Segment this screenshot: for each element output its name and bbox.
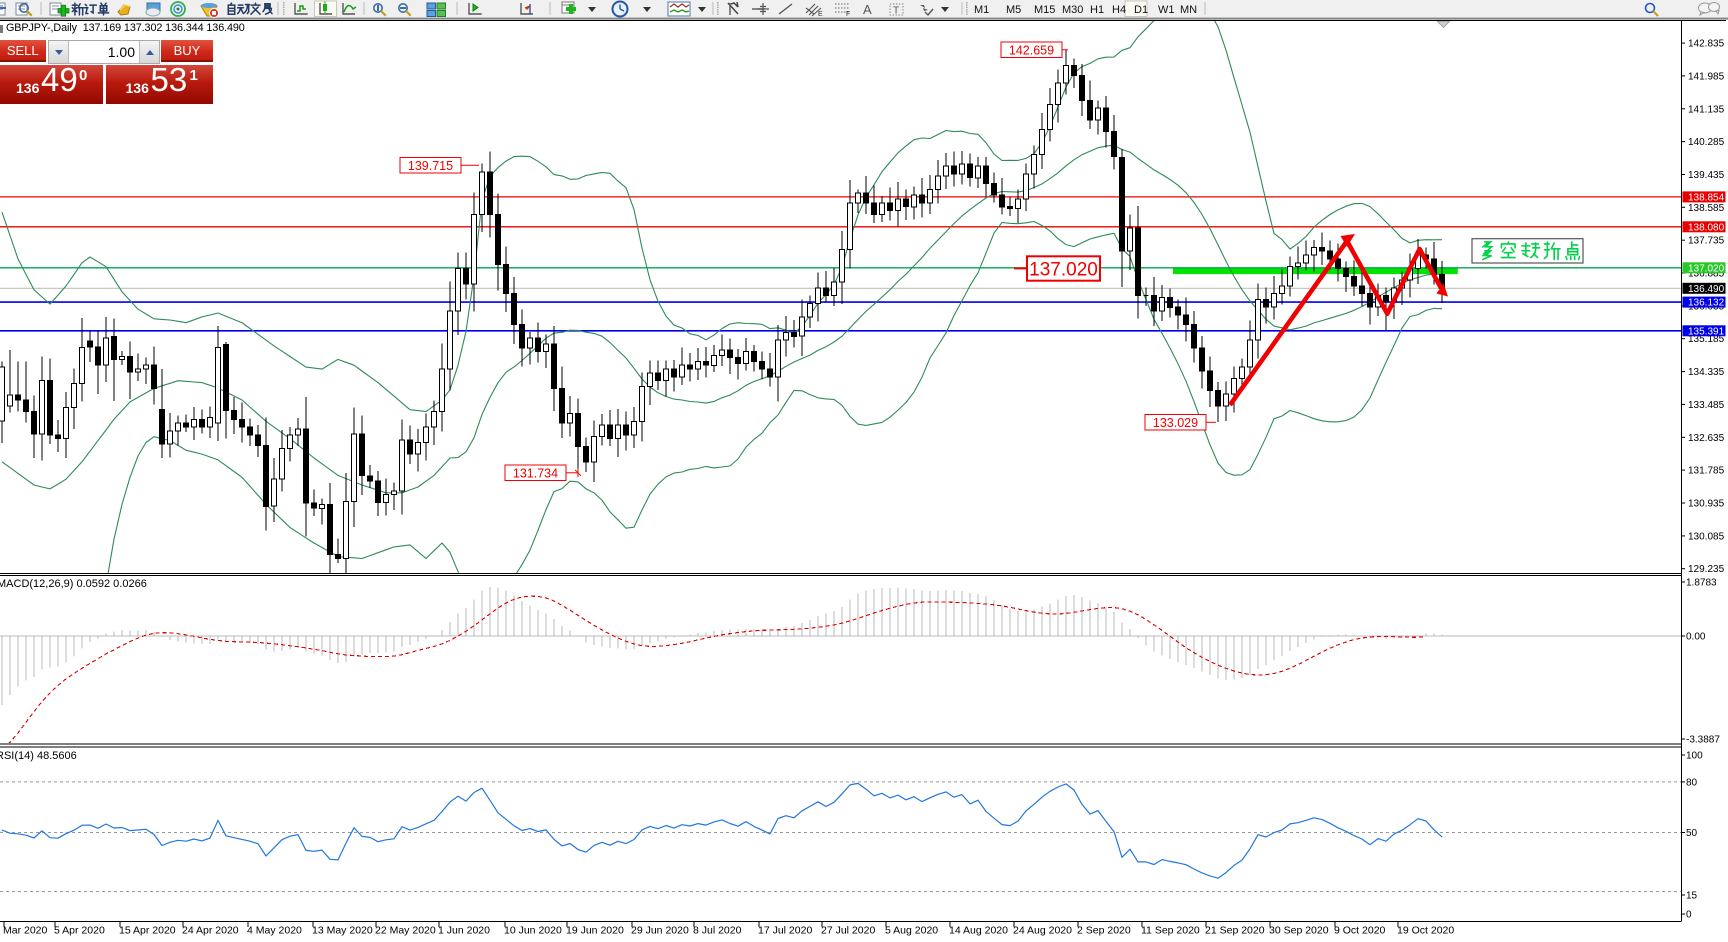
svg-text:19 Oct 2020: 19 Oct 2020 bbox=[1397, 925, 1454, 937]
svg-text:133.029: 133.029 bbox=[1153, 416, 1198, 430]
svg-text:138.854: 138.854 bbox=[1688, 192, 1725, 203]
svg-text:15: 15 bbox=[1686, 891, 1698, 902]
svg-text:142.835: 142.835 bbox=[1688, 39, 1725, 50]
svg-text:30 Sep 2020: 30 Sep 2020 bbox=[1269, 925, 1329, 937]
svg-text:136.490: 136.490 bbox=[1688, 284, 1725, 295]
svg-text:140.285: 140.285 bbox=[1688, 137, 1725, 148]
svg-text:E: E bbox=[818, 11, 823, 18]
svg-text:136.132: 136.132 bbox=[1688, 298, 1725, 309]
svg-text:100: 100 bbox=[1686, 751, 1703, 762]
svg-text:137.735: 137.735 bbox=[1688, 236, 1725, 247]
svg-text:T: T bbox=[893, 6, 899, 17]
svg-text:10 Jun 2020: 10 Jun 2020 bbox=[504, 925, 562, 937]
svg-text:134.335: 134.335 bbox=[1688, 367, 1725, 378]
svg-text:29 Jun 2020: 29 Jun 2020 bbox=[631, 925, 689, 937]
svg-text:27 Jul 2020: 27 Jul 2020 bbox=[821, 925, 875, 937]
svg-text:Mar 2020: Mar 2020 bbox=[3, 925, 48, 937]
svg-text:1.8783: 1.8783 bbox=[1686, 578, 1717, 589]
svg-text:132.635: 132.635 bbox=[1688, 433, 1725, 444]
svg-text:139.715: 139.715 bbox=[408, 159, 453, 173]
svg-text:H1: H1 bbox=[1090, 4, 1104, 16]
svg-text:4 May 2020: 4 May 2020 bbox=[247, 925, 302, 937]
svg-text:22 May 2020: 22 May 2020 bbox=[375, 925, 436, 937]
svg-text:135.185: 135.185 bbox=[1688, 334, 1725, 345]
svg-text:21 Sep 2020: 21 Sep 2020 bbox=[1205, 925, 1265, 937]
svg-text:H4: H4 bbox=[1112, 4, 1126, 16]
svg-text:0.00: 0.00 bbox=[1686, 632, 1706, 643]
svg-text:13 May 2020: 13 May 2020 bbox=[312, 925, 373, 937]
svg-text:0: 0 bbox=[1686, 910, 1692, 921]
svg-text:130.085: 130.085 bbox=[1688, 531, 1725, 542]
svg-text:MN: MN bbox=[1180, 4, 1197, 16]
svg-text:W1: W1 bbox=[1158, 4, 1175, 16]
svg-text:2 Sep 2020: 2 Sep 2020 bbox=[1077, 925, 1131, 937]
svg-text:5 Apr 2020: 5 Apr 2020 bbox=[54, 925, 105, 937]
svg-text:A: A bbox=[863, 2, 872, 17]
svg-text:1 Jun 2020: 1 Jun 2020 bbox=[438, 925, 490, 937]
svg-text:9 Oct 2020: 9 Oct 2020 bbox=[1334, 925, 1386, 937]
svg-text:M30: M30 bbox=[1062, 4, 1083, 16]
svg-text:24 Apr 2020: 24 Apr 2020 bbox=[182, 925, 239, 937]
svg-text:131.734: 131.734 bbox=[513, 466, 558, 480]
svg-text:138.585: 138.585 bbox=[1688, 203, 1725, 214]
svg-text:15 Apr 2020: 15 Apr 2020 bbox=[119, 925, 176, 937]
svg-text:138.080: 138.080 bbox=[1688, 222, 1725, 233]
svg-text:135.391: 135.391 bbox=[1688, 326, 1725, 337]
svg-text:141.985: 141.985 bbox=[1688, 71, 1725, 82]
svg-text:14 Aug 2020: 14 Aug 2020 bbox=[949, 925, 1008, 937]
svg-text:130.935: 130.935 bbox=[1688, 499, 1725, 510]
svg-text:24 Aug 2020: 24 Aug 2020 bbox=[1013, 925, 1072, 937]
svg-text:50: 50 bbox=[1686, 828, 1698, 839]
svg-text:-3.3887: -3.3887 bbox=[1686, 735, 1720, 746]
svg-text:133.485: 133.485 bbox=[1688, 400, 1725, 411]
svg-text:M5: M5 bbox=[1006, 4, 1021, 16]
svg-text:142.659: 142.659 bbox=[1009, 43, 1054, 57]
svg-text:11 Sep 2020: 11 Sep 2020 bbox=[1141, 925, 1200, 937]
svg-text:80: 80 bbox=[1686, 777, 1698, 788]
svg-text:129.235: 129.235 bbox=[1688, 564, 1725, 575]
svg-text:137.020: 137.020 bbox=[1688, 263, 1725, 274]
svg-text:F: F bbox=[846, 11, 850, 18]
svg-text:M1: M1 bbox=[974, 4, 989, 16]
svg-text:5 Aug 2020: 5 Aug 2020 bbox=[885, 925, 938, 937]
svg-text:136.885: 136.885 bbox=[1688, 269, 1725, 280]
svg-text:137.020: 137.020 bbox=[1029, 259, 1098, 280]
svg-text:131.785: 131.785 bbox=[1688, 466, 1725, 477]
svg-text:M15: M15 bbox=[1034, 4, 1055, 16]
svg-text:8 Jul 2020: 8 Jul 2020 bbox=[693, 925, 742, 937]
svg-text:139.435: 139.435 bbox=[1688, 170, 1725, 181]
svg-text:D1: D1 bbox=[1134, 4, 1148, 16]
svg-text:141.135: 141.135 bbox=[1688, 104, 1725, 115]
svg-text:17 Jul 2020: 17 Jul 2020 bbox=[758, 925, 812, 937]
svg-text:19 Jun 2020: 19 Jun 2020 bbox=[566, 925, 624, 937]
